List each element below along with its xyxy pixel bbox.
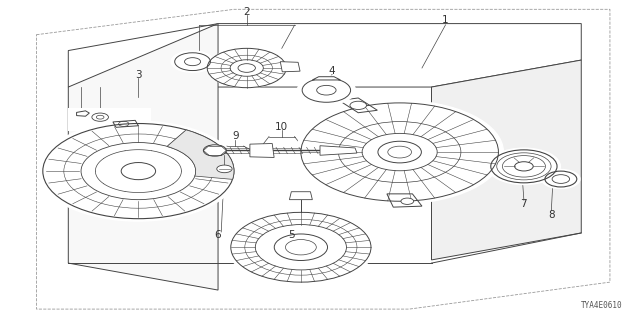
Circle shape <box>171 51 214 72</box>
Polygon shape <box>113 120 138 127</box>
Circle shape <box>541 170 580 188</box>
Circle shape <box>217 165 232 173</box>
Circle shape <box>92 113 108 121</box>
Circle shape <box>227 211 374 284</box>
Text: 7: 7 <box>520 199 527 209</box>
Text: 1: 1 <box>442 15 449 25</box>
Text: 10: 10 <box>275 122 289 132</box>
Circle shape <box>296 100 504 204</box>
Text: TYA4E0610: TYA4E0610 <box>581 301 623 310</box>
Circle shape <box>275 234 328 260</box>
Text: 5: 5 <box>288 230 294 241</box>
Polygon shape <box>250 143 274 157</box>
Polygon shape <box>68 108 151 132</box>
Text: 4: 4 <box>329 66 335 76</box>
Circle shape <box>298 76 355 105</box>
Circle shape <box>238 64 255 72</box>
Circle shape <box>350 101 367 109</box>
Circle shape <box>81 142 196 200</box>
Circle shape <box>378 141 421 163</box>
Circle shape <box>401 198 413 204</box>
Text: 9: 9 <box>232 131 239 141</box>
Circle shape <box>231 212 371 282</box>
Polygon shape <box>312 77 340 80</box>
Wedge shape <box>167 130 234 180</box>
Polygon shape <box>339 98 378 113</box>
Text: 6: 6 <box>215 230 221 241</box>
Text: 8: 8 <box>548 210 555 220</box>
Circle shape <box>121 163 156 180</box>
Circle shape <box>207 48 286 88</box>
Polygon shape <box>431 60 581 260</box>
Text: 3: 3 <box>135 70 141 80</box>
Polygon shape <box>77 111 90 116</box>
Circle shape <box>488 148 561 185</box>
Polygon shape <box>387 194 422 207</box>
Polygon shape <box>289 192 312 200</box>
Circle shape <box>38 121 239 221</box>
Text: 2: 2 <box>243 6 250 17</box>
Polygon shape <box>280 62 300 72</box>
Circle shape <box>515 162 533 171</box>
Polygon shape <box>68 24 218 290</box>
Circle shape <box>204 145 227 156</box>
Circle shape <box>301 103 499 201</box>
Polygon shape <box>68 24 581 87</box>
Polygon shape <box>320 146 357 155</box>
